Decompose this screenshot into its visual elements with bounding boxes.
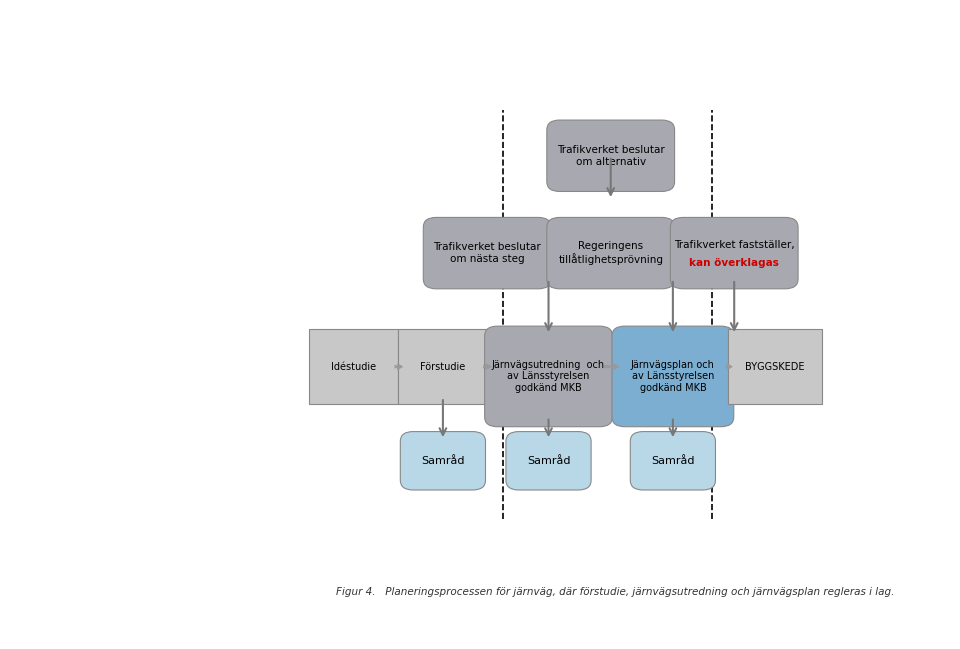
Text: Samråd: Samråd [421, 456, 465, 466]
Text: Trafikverket fastställer,: Trafikverket fastställer, [674, 240, 795, 251]
FancyBboxPatch shape [631, 432, 715, 490]
Text: Trafikverket beslutar
om alternativ: Trafikverket beslutar om alternativ [557, 145, 664, 167]
FancyBboxPatch shape [670, 217, 798, 289]
Text: Figur 4.   Planeringsprocessen för järnväg, där förstudie, järnvägsutredning och: Figur 4. Planeringsprocessen för järnväg… [336, 587, 895, 597]
FancyBboxPatch shape [612, 326, 733, 427]
Text: Trafikverket beslutar
om nästa steg: Trafikverket beslutar om nästa steg [433, 242, 541, 264]
Text: kan överklagas: kan överklagas [689, 258, 780, 269]
Text: BYGGSKEDE: BYGGSKEDE [745, 361, 804, 372]
FancyBboxPatch shape [485, 326, 612, 427]
Text: Regeringens
tillåtlighetsprövning: Regeringens tillåtlighetsprövning [558, 241, 663, 265]
FancyBboxPatch shape [309, 330, 398, 404]
FancyBboxPatch shape [547, 120, 675, 191]
FancyBboxPatch shape [398, 330, 488, 404]
FancyBboxPatch shape [506, 432, 591, 490]
Text: Idéstudie: Idéstudie [331, 361, 376, 372]
Text: Samråd: Samråd [527, 456, 570, 466]
Text: Förstudie: Förstudie [420, 361, 466, 372]
Text: Järnvägsutredning  och
av Länsstyrelsen
godkänd MKB: Järnvägsutredning och av Länsstyrelsen g… [492, 360, 605, 393]
FancyBboxPatch shape [547, 217, 675, 289]
FancyBboxPatch shape [729, 330, 822, 404]
FancyBboxPatch shape [400, 432, 486, 490]
Text: Järnvägsplan och
av Länsstyrelsen
godkänd MKB: Järnvägsplan och av Länsstyrelsen godkän… [631, 360, 715, 393]
FancyBboxPatch shape [423, 217, 551, 289]
Text: Samråd: Samråd [651, 456, 695, 466]
